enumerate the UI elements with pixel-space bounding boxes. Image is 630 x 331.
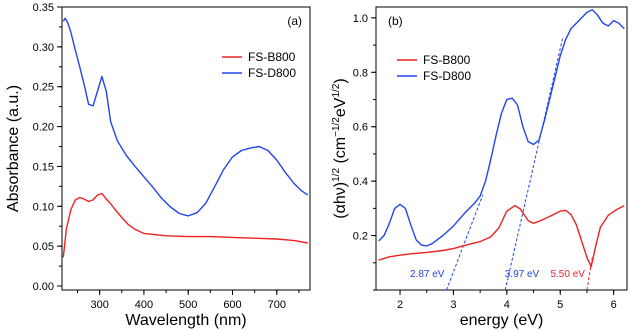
y-tick-label: 0.20 <box>33 122 54 134</box>
panel-b-tauc-chart: 2 3 4 5 6 0.2 0.4 0.6 0.8 1.0 energy (eV) (αhν)1/2 … <box>331 6 628 329</box>
x-tick-label: 6 <box>611 299 617 311</box>
legend-label: FS-B800 <box>248 50 296 64</box>
y-tick-label: 0.05 <box>33 241 54 253</box>
x-tick-label: 700 <box>268 299 286 311</box>
y-axis-title-part: 1/2 <box>331 83 342 97</box>
plot-frame <box>61 6 311 291</box>
tangent-annotation: 5.50 eV <box>550 269 585 280</box>
y-tick-label: 0.30 <box>33 42 54 54</box>
y-tick-label: 0.8 <box>353 67 368 79</box>
legend-label: FS-D800 <box>248 66 296 80</box>
y-axis-title: Absorbance (a.u.) <box>5 85 22 212</box>
y-tick-label: 0.35 <box>33 2 54 14</box>
y-tick-label: 0.2 <box>353 231 368 243</box>
y-tick-label: 0.4 <box>353 176 368 188</box>
x-tick-label: 300 <box>90 299 108 311</box>
panel-label: (a) <box>287 14 302 28</box>
y-axis-title-part: ) <box>332 78 349 83</box>
panel-label: (b) <box>388 14 403 28</box>
y-axis-title-part: (αhν) <box>332 182 349 219</box>
x-tick-label: 2 <box>397 299 403 311</box>
tangent-annotation: 2.87 eV <box>410 269 445 280</box>
plot-frame <box>375 6 628 291</box>
y-axis-title-part: 1/2 <box>331 168 342 182</box>
x-tick-label: 600 <box>223 299 241 311</box>
x-tick-label: 400 <box>135 299 153 311</box>
tangent-line <box>446 194 484 291</box>
x-tick-label: 3 <box>450 299 456 311</box>
y-tick-label: 0.15 <box>33 161 54 173</box>
y-tick-label: 1.0 <box>353 13 368 25</box>
series-line-fs-b800 <box>378 204 625 268</box>
y-axis-title-part: −1/2 <box>331 117 342 137</box>
series-line-fs-d800 <box>62 17 309 217</box>
y-tick-label: 0.10 <box>33 201 54 213</box>
series-line-fs-b800 <box>62 192 308 258</box>
y-axis-title: (αhν)1/2 (cm−1/2eV1/2) <box>331 78 349 218</box>
series-line-fs-d800 <box>378 9 625 247</box>
legend-label: FS-B800 <box>423 53 471 67</box>
y-axis-title-part: (cm <box>332 137 349 168</box>
legend-label: FS-D800 <box>423 69 471 83</box>
y-tick-label: 0.6 <box>353 122 368 134</box>
y-axis-title-part: eV <box>332 97 349 117</box>
x-tick-label: 500 <box>179 299 197 311</box>
x-tick-label: 4 <box>504 299 510 311</box>
panel-a-absorbance-chart: 300 400 500 600 700 0.00 0.05 0.10 0.15 0.20 0.25 0… <box>5 2 311 329</box>
x-tick-label: 5 <box>557 299 563 311</box>
tangent-line <box>504 36 564 291</box>
y-tick-label: 0.25 <box>33 82 54 94</box>
x-axis-title: Wavelength (nm) <box>125 312 246 329</box>
x-axis-title: energy (eV) <box>460 312 544 329</box>
y-tick-label: 0.00 <box>33 281 54 293</box>
tangent-annotation: 3.97 eV <box>505 269 540 280</box>
